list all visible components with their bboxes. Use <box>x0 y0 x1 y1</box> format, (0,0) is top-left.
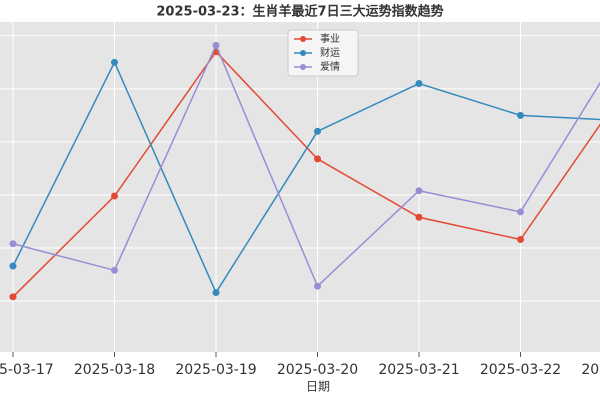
x-tick-label: 2025-03-18 <box>74 362 155 378</box>
legend-marker <box>300 64 306 70</box>
data-point <box>314 282 321 290</box>
data-point <box>517 236 524 244</box>
data-point <box>415 213 423 221</box>
legend-marker <box>300 36 306 42</box>
legend-label: 事业 <box>320 32 340 45</box>
x-tick-label: 2025-03-19 <box>175 362 256 378</box>
data-point <box>314 127 321 135</box>
data-point <box>9 293 17 301</box>
data-point <box>314 155 321 163</box>
data-point <box>111 58 118 66</box>
data-point <box>111 266 118 274</box>
data-point <box>9 240 17 248</box>
x-tick-label: 2025-03-17 <box>0 362 54 378</box>
data-point <box>9 262 17 270</box>
x-tick-label: 2025-03-20 <box>277 362 358 378</box>
legend-label: 财运 <box>320 46 340 59</box>
data-point <box>517 208 524 216</box>
x-tick-label: 2025-03-21 <box>378 362 459 378</box>
data-point <box>212 41 220 49</box>
x-axis-label: 日期 <box>306 380 330 394</box>
x-tick-label: 2025-03-23 <box>581 362 600 378</box>
data-point <box>212 289 220 297</box>
legend-marker <box>300 50 306 56</box>
chart-title: 2025-03-23：生肖羊最近7日三大运势指数趋势 <box>156 4 443 20</box>
x-tick-label: 2025-03-22 <box>480 362 561 378</box>
data-point <box>415 187 423 195</box>
legend-label: 爱情 <box>320 60 340 73</box>
data-point <box>517 111 524 119</box>
plot-background <box>0 22 600 352</box>
data-point <box>415 80 423 88</box>
data-point <box>111 192 118 200</box>
legend-box <box>287 29 359 77</box>
